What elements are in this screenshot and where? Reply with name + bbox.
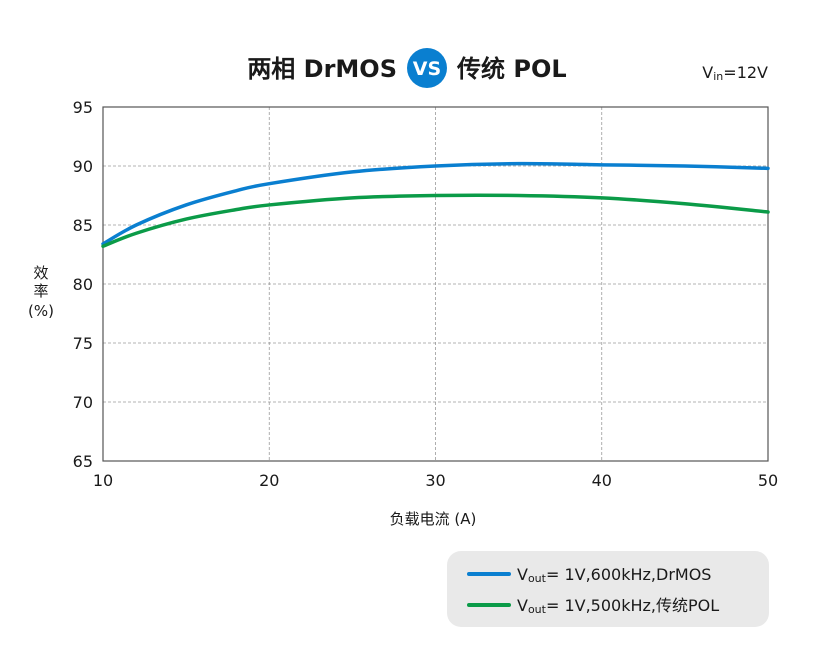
y-axis-label-line1: 效 bbox=[33, 264, 48, 282]
x-tick-label: 30 bbox=[425, 471, 445, 490]
series-line-0 bbox=[101, 161, 770, 246]
plot-frame bbox=[102, 106, 769, 462]
legend-box bbox=[447, 551, 769, 627]
chart-title-left: 两相 DrMOS bbox=[247, 55, 397, 83]
series-line-1 bbox=[101, 193, 770, 248]
y-axis-label-line2: 率 bbox=[33, 282, 48, 300]
vs-badge-text: VS bbox=[413, 58, 441, 80]
x-axis-label: 负载电流 (A) bbox=[390, 510, 477, 528]
x-tick-label: 50 bbox=[758, 471, 778, 490]
input-voltage-label: Vin=12V bbox=[702, 63, 768, 83]
y-tick-label: 75 bbox=[73, 334, 93, 353]
x-tick-label: 10 bbox=[93, 471, 113, 490]
y-tick-label: 80 bbox=[73, 275, 93, 294]
y-tick-label: 90 bbox=[73, 157, 93, 176]
y-axis-label-line3: (%) bbox=[28, 302, 54, 320]
y-tick-labels: 65 70 75 80 85 90 95 bbox=[73, 98, 93, 471]
legend-label-drmos: Vout= 1V,600kHz,DrMOS bbox=[517, 565, 711, 585]
y-tick-label: 70 bbox=[73, 393, 93, 412]
legend: Vout= 1V,600kHz,DrMOS Vout= 1V,500kHz,传统… bbox=[447, 551, 769, 627]
x-tick-label: 20 bbox=[259, 471, 279, 490]
grid-lines bbox=[103, 107, 768, 461]
vs-badge bbox=[407, 48, 447, 88]
y-tick-label: 65 bbox=[73, 452, 93, 471]
y-tick-label: 85 bbox=[73, 216, 93, 235]
series-lines bbox=[101, 161, 770, 248]
chart-title-right: 传统 POL bbox=[456, 55, 567, 83]
x-tick-label: 40 bbox=[592, 471, 612, 490]
legend-label-pol: Vout= 1V,500kHz,传统POL bbox=[517, 596, 719, 616]
y-tick-label: 95 bbox=[73, 98, 93, 117]
x-tick-labels: 10 20 30 40 50 bbox=[93, 471, 778, 490]
